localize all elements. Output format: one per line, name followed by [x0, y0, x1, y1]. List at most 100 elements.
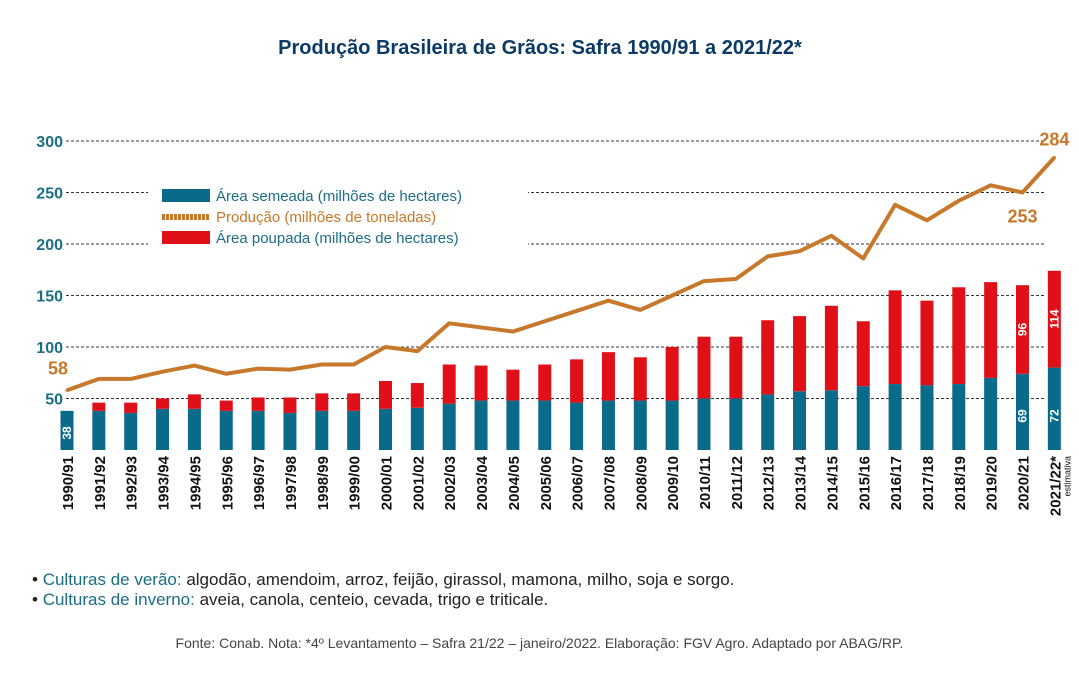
- label-planted-first: 38: [60, 426, 74, 440]
- summer-crops-list: algodão, amendoim, arroz, feijão, girass…: [186, 570, 735, 589]
- bar-planted-2020/21: [1016, 373, 1029, 450]
- y-tick-100: 100: [36, 340, 63, 357]
- production-point-2011/12: [734, 277, 738, 281]
- label-production-2020-21: 253: [1007, 207, 1037, 227]
- bar-planted-1995/96: [219, 410, 233, 450]
- x-tick-label: 1990/91: [60, 456, 77, 510]
- bar-planted-2011/12: [729, 398, 743, 450]
- x-tick-label: 2008/09: [633, 456, 650, 510]
- production-point-2004/05: [511, 330, 515, 334]
- bar-saved-2016/17: [888, 290, 902, 385]
- bar-planted-2007/08: [601, 400, 615, 450]
- legend-swatch-saved: [162, 231, 210, 244]
- bar-planted-2006/07: [570, 402, 584, 450]
- bar-saved-1997/98: [283, 397, 297, 413]
- production-point-2006/07: [575, 309, 579, 313]
- legend-label-production: Produção (milhões de toneladas): [216, 209, 436, 226]
- legend: Área semeada (milhões de hectares) Produç…: [148, 178, 528, 250]
- production-point-1994/95: [192, 364, 196, 368]
- legend-label-planted: Área semeada (milhões de hectares): [216, 188, 462, 205]
- production-point-2005/06: [543, 319, 547, 323]
- x-tick-label: 2018/19: [952, 456, 969, 510]
- bar-planted-1992/93: [124, 412, 138, 450]
- x-tick-label: 2007/08: [601, 456, 618, 510]
- x-tick-label: 2011/12: [729, 456, 746, 509]
- label-planted-last: 72: [1047, 409, 1061, 423]
- production-point-2007/08: [606, 299, 610, 303]
- x-tick-label: 2002/03: [442, 456, 459, 510]
- bar-saved-2021/22*: [1047, 270, 1061, 368]
- bar-saved-2015/16: [856, 321, 870, 387]
- bar-saved-1996/97: [251, 397, 265, 411]
- bar-planted-2014/15: [824, 390, 838, 450]
- bar-saved-1993/94: [156, 398, 170, 409]
- bar-planted-1999/00: [347, 410, 361, 450]
- data-labels: 58 253 284 38 69 72 96 114: [48, 129, 1069, 439]
- grid: [66, 140, 1046, 399]
- x-tick-label: 2019/20: [984, 456, 1001, 510]
- bar-planted-2013/14: [793, 391, 807, 450]
- x-tick-label: 1995/96: [219, 456, 236, 510]
- bars: [60, 270, 1061, 450]
- production-point-2009/10: [670, 294, 674, 297]
- source-note: Fonte: Conab. Nota: *4º Levantamento – S…: [175, 635, 904, 651]
- production-line-group: [65, 155, 1056, 393]
- production-point-2012/13: [766, 254, 770, 258]
- production-point-1990/91: [65, 388, 69, 392]
- x-tick-label: 2005/06: [538, 456, 555, 510]
- production-point-2018/19: [957, 199, 961, 203]
- bar-saved-2014/15: [824, 305, 838, 391]
- production-point-2008/09: [638, 308, 642, 312]
- bar-saved-2004/05: [506, 369, 520, 401]
- production-point-1995/96: [224, 372, 228, 376]
- bar-planted-2002/03: [442, 403, 456, 450]
- bar-planted-1997/98: [283, 412, 297, 450]
- x-tick-label: 2009/10: [665, 456, 682, 510]
- bar-saved-1991/92: [92, 402, 106, 411]
- y-axis: 50 100 150 200 250 300: [36, 134, 63, 409]
- y-tick-150: 150: [36, 289, 63, 306]
- bar-planted-2015/16: [856, 386, 870, 450]
- bar-saved-1994/95: [187, 394, 201, 409]
- production-point-2013/14: [798, 249, 802, 253]
- production-point-1993/94: [161, 370, 165, 374]
- bar-planted-2000/01: [379, 408, 392, 450]
- y-tick-300: 300: [36, 134, 63, 151]
- bar-saved-1992/93: [124, 402, 138, 413]
- bar-planted-1996/97: [251, 410, 265, 450]
- bar-planted-2001/02: [410, 407, 424, 450]
- x-tick-label: 1997/98: [283, 456, 300, 510]
- label-planted-2020-21: 69: [1016, 409, 1030, 423]
- bar-saved-1999/00: [347, 393, 361, 411]
- production-point-2016/17: [893, 203, 897, 207]
- winter-crops-note: • Culturas de inverno: aveia, canola, ce…: [32, 590, 549, 609]
- y-tick-250: 250: [36, 186, 63, 203]
- bar-saved-2019/20: [984, 282, 998, 378]
- x-tick-label: 2013/14: [793, 455, 810, 510]
- x-tick-label: 1998/99: [315, 456, 332, 510]
- bar-planted-1994/95: [187, 408, 201, 450]
- x-tick-label: 2016/17: [888, 456, 905, 510]
- bar-planted-1993/94: [156, 408, 170, 450]
- production-point-2000/01: [384, 345, 387, 349]
- x-tick-label: 1992/93: [124, 456, 141, 510]
- production-point-1996/97: [256, 367, 260, 371]
- bar-planted-2008/09: [633, 400, 647, 450]
- production-point-1998/99: [320, 363, 324, 367]
- bar-saved-2012/13: [761, 320, 775, 395]
- bar-saved-2013/14: [793, 316, 807, 392]
- x-tick-label: 2001/02: [410, 456, 427, 510]
- chart-title: Produção Brasileira de Grãos: Safra 1990…: [278, 37, 802, 59]
- label-saved-2020-21: 96: [1016, 322, 1030, 336]
- summer-crops-note: • Culturas de verão: algodão, amendoim, …: [32, 570, 735, 589]
- x-tick-label: 1996/97: [251, 456, 268, 510]
- bar-saved-1995/96: [219, 400, 233, 411]
- winter-crops-label: Culturas de inverno:: [42, 590, 195, 609]
- bar-planted-2004/05: [506, 400, 520, 450]
- chart: Produção Brasileira de Grãos: Safra 1990…: [36, 37, 1072, 516]
- x-tick-label: 1991/92: [92, 456, 109, 510]
- bar-planted-1990/91: [60, 410, 74, 450]
- bar-saved-2017/18: [920, 300, 934, 386]
- bar-saved-2005/06: [538, 364, 552, 401]
- x-tick-label: 2015/16: [856, 456, 873, 510]
